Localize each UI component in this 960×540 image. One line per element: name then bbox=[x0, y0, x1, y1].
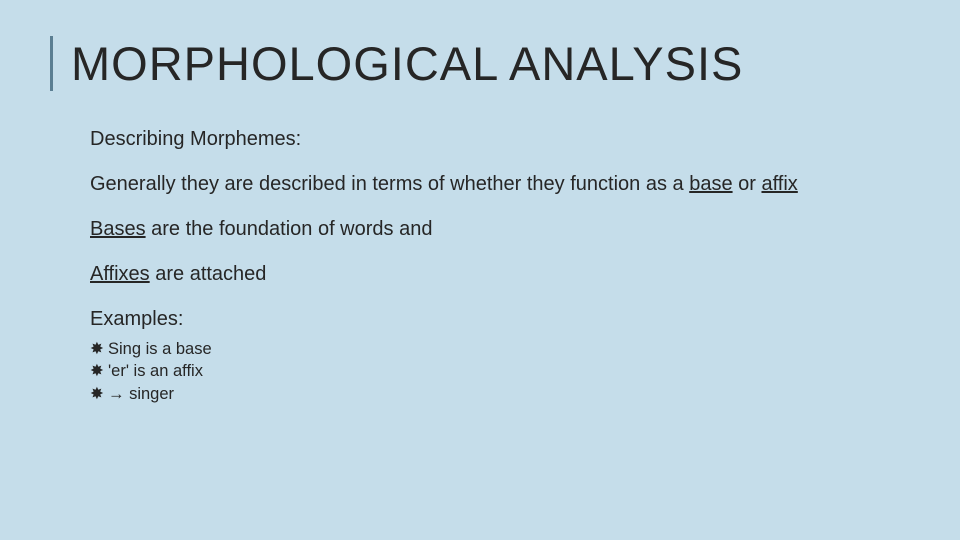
examples-label: Examples: bbox=[90, 307, 900, 332]
text-fragment: or bbox=[733, 173, 762, 195]
star-bullet-icon: ✸ bbox=[90, 383, 108, 405]
slide: MORPHOLOGICAL ANALYSIS Describing Morphe… bbox=[0, 0, 960, 540]
bullet-text: Sing is a base bbox=[108, 338, 212, 360]
list-item: ✸ 'er' is an affix bbox=[90, 360, 900, 382]
bullet-list: ✸ Sing is a base ✸ 'er' is an affix ✸ → … bbox=[90, 338, 900, 405]
bullet-text: 'er' is an affix bbox=[108, 360, 203, 382]
subheading: Describing Morphemes: bbox=[90, 127, 900, 152]
text-fragment: are attached bbox=[150, 263, 267, 285]
star-bullet-icon: ✸ bbox=[90, 338, 108, 360]
underline-affixes: Affixes bbox=[90, 263, 150, 285]
paragraph-affixes: Affixes are attached bbox=[90, 262, 900, 287]
star-bullet-icon: ✸ bbox=[90, 360, 108, 382]
text-fragment: are the foundation of words and bbox=[146, 218, 433, 240]
slide-body: Describing Morphemes: Generally they are… bbox=[50, 127, 900, 405]
underline-base: base bbox=[689, 173, 732, 195]
title-container: MORPHOLOGICAL ANALYSIS bbox=[50, 36, 900, 91]
underline-affix: affix bbox=[761, 173, 797, 195]
paragraph-bases: Bases are the foundation of words and bbox=[90, 217, 900, 242]
list-item: ✸ Sing is a base bbox=[90, 338, 900, 360]
text-fragment: singer bbox=[125, 385, 175, 403]
slide-title: MORPHOLOGICAL ANALYSIS bbox=[71, 37, 743, 90]
text-fragment: Generally they are described in terms of… bbox=[90, 173, 689, 195]
paragraph-function: Generally they are described in terms of… bbox=[90, 172, 900, 197]
arrow-right-icon: → bbox=[108, 385, 125, 403]
bullet-text: → singer bbox=[108, 383, 174, 405]
list-item: ✸ → singer bbox=[90, 383, 900, 405]
underline-bases: Bases bbox=[90, 218, 146, 240]
